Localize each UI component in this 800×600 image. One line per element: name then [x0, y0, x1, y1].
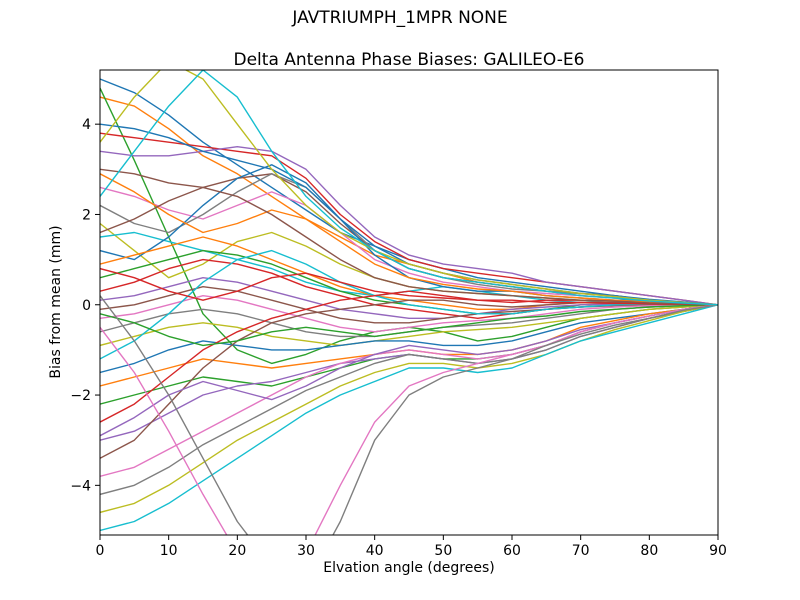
series-line-38	[100, 295, 718, 535]
series-line-30	[100, 304, 718, 532]
x-tick-label: 90	[709, 543, 727, 559]
y-tick-label: 4	[82, 117, 91, 133]
series-line-33	[100, 304, 718, 347]
figure-suptitle: JAVTRIUMPH_1MPR NONE	[292, 8, 508, 28]
y-tick-label: 2	[82, 207, 91, 223]
series-line-16	[100, 286, 718, 324]
chart-title: Delta Antenna Phase Biases: GALILEO-E6	[233, 50, 585, 70]
series-line-17	[100, 295, 718, 333]
axes-frame	[99, 69, 719, 536]
series-line-34	[100, 267, 718, 306]
series-lines	[100, 70, 718, 535]
series-line-29	[100, 304, 718, 514]
x-tick-label: 70	[572, 543, 590, 559]
series-line-26	[100, 299, 718, 459]
series-line-19	[100, 304, 718, 347]
x-tick-label: 40	[366, 543, 384, 559]
series-line-40	[100, 70, 718, 306]
series-line-37	[100, 304, 718, 535]
series-line-27	[100, 304, 718, 477]
series-line-20	[100, 249, 718, 360]
x-axis-label: Elvation angle (degrees)	[323, 560, 495, 576]
series-line-39	[100, 70, 718, 306]
x-tick-label: 20	[228, 543, 246, 559]
x-tick-label: 10	[160, 543, 178, 559]
x-tick-label: 0	[96, 543, 105, 559]
series-line-04	[100, 132, 718, 306]
x-tick-label: 80	[640, 543, 658, 559]
series-line-36	[100, 186, 718, 306]
series-line-32	[100, 173, 718, 306]
x-tick-label: 30	[297, 543, 315, 559]
y-axis-label: Bias from mean (mm)	[48, 225, 64, 379]
series-line-06	[100, 168, 718, 306]
x-tick-label: 50	[434, 543, 452, 559]
series-line-28	[100, 304, 718, 496]
series-line-21	[100, 304, 718, 374]
y-tick-label: 0	[82, 298, 91, 314]
y-tick-label: −2	[70, 388, 91, 404]
x-tick-label: 60	[503, 543, 521, 559]
y-tick-label: −4	[70, 478, 91, 494]
